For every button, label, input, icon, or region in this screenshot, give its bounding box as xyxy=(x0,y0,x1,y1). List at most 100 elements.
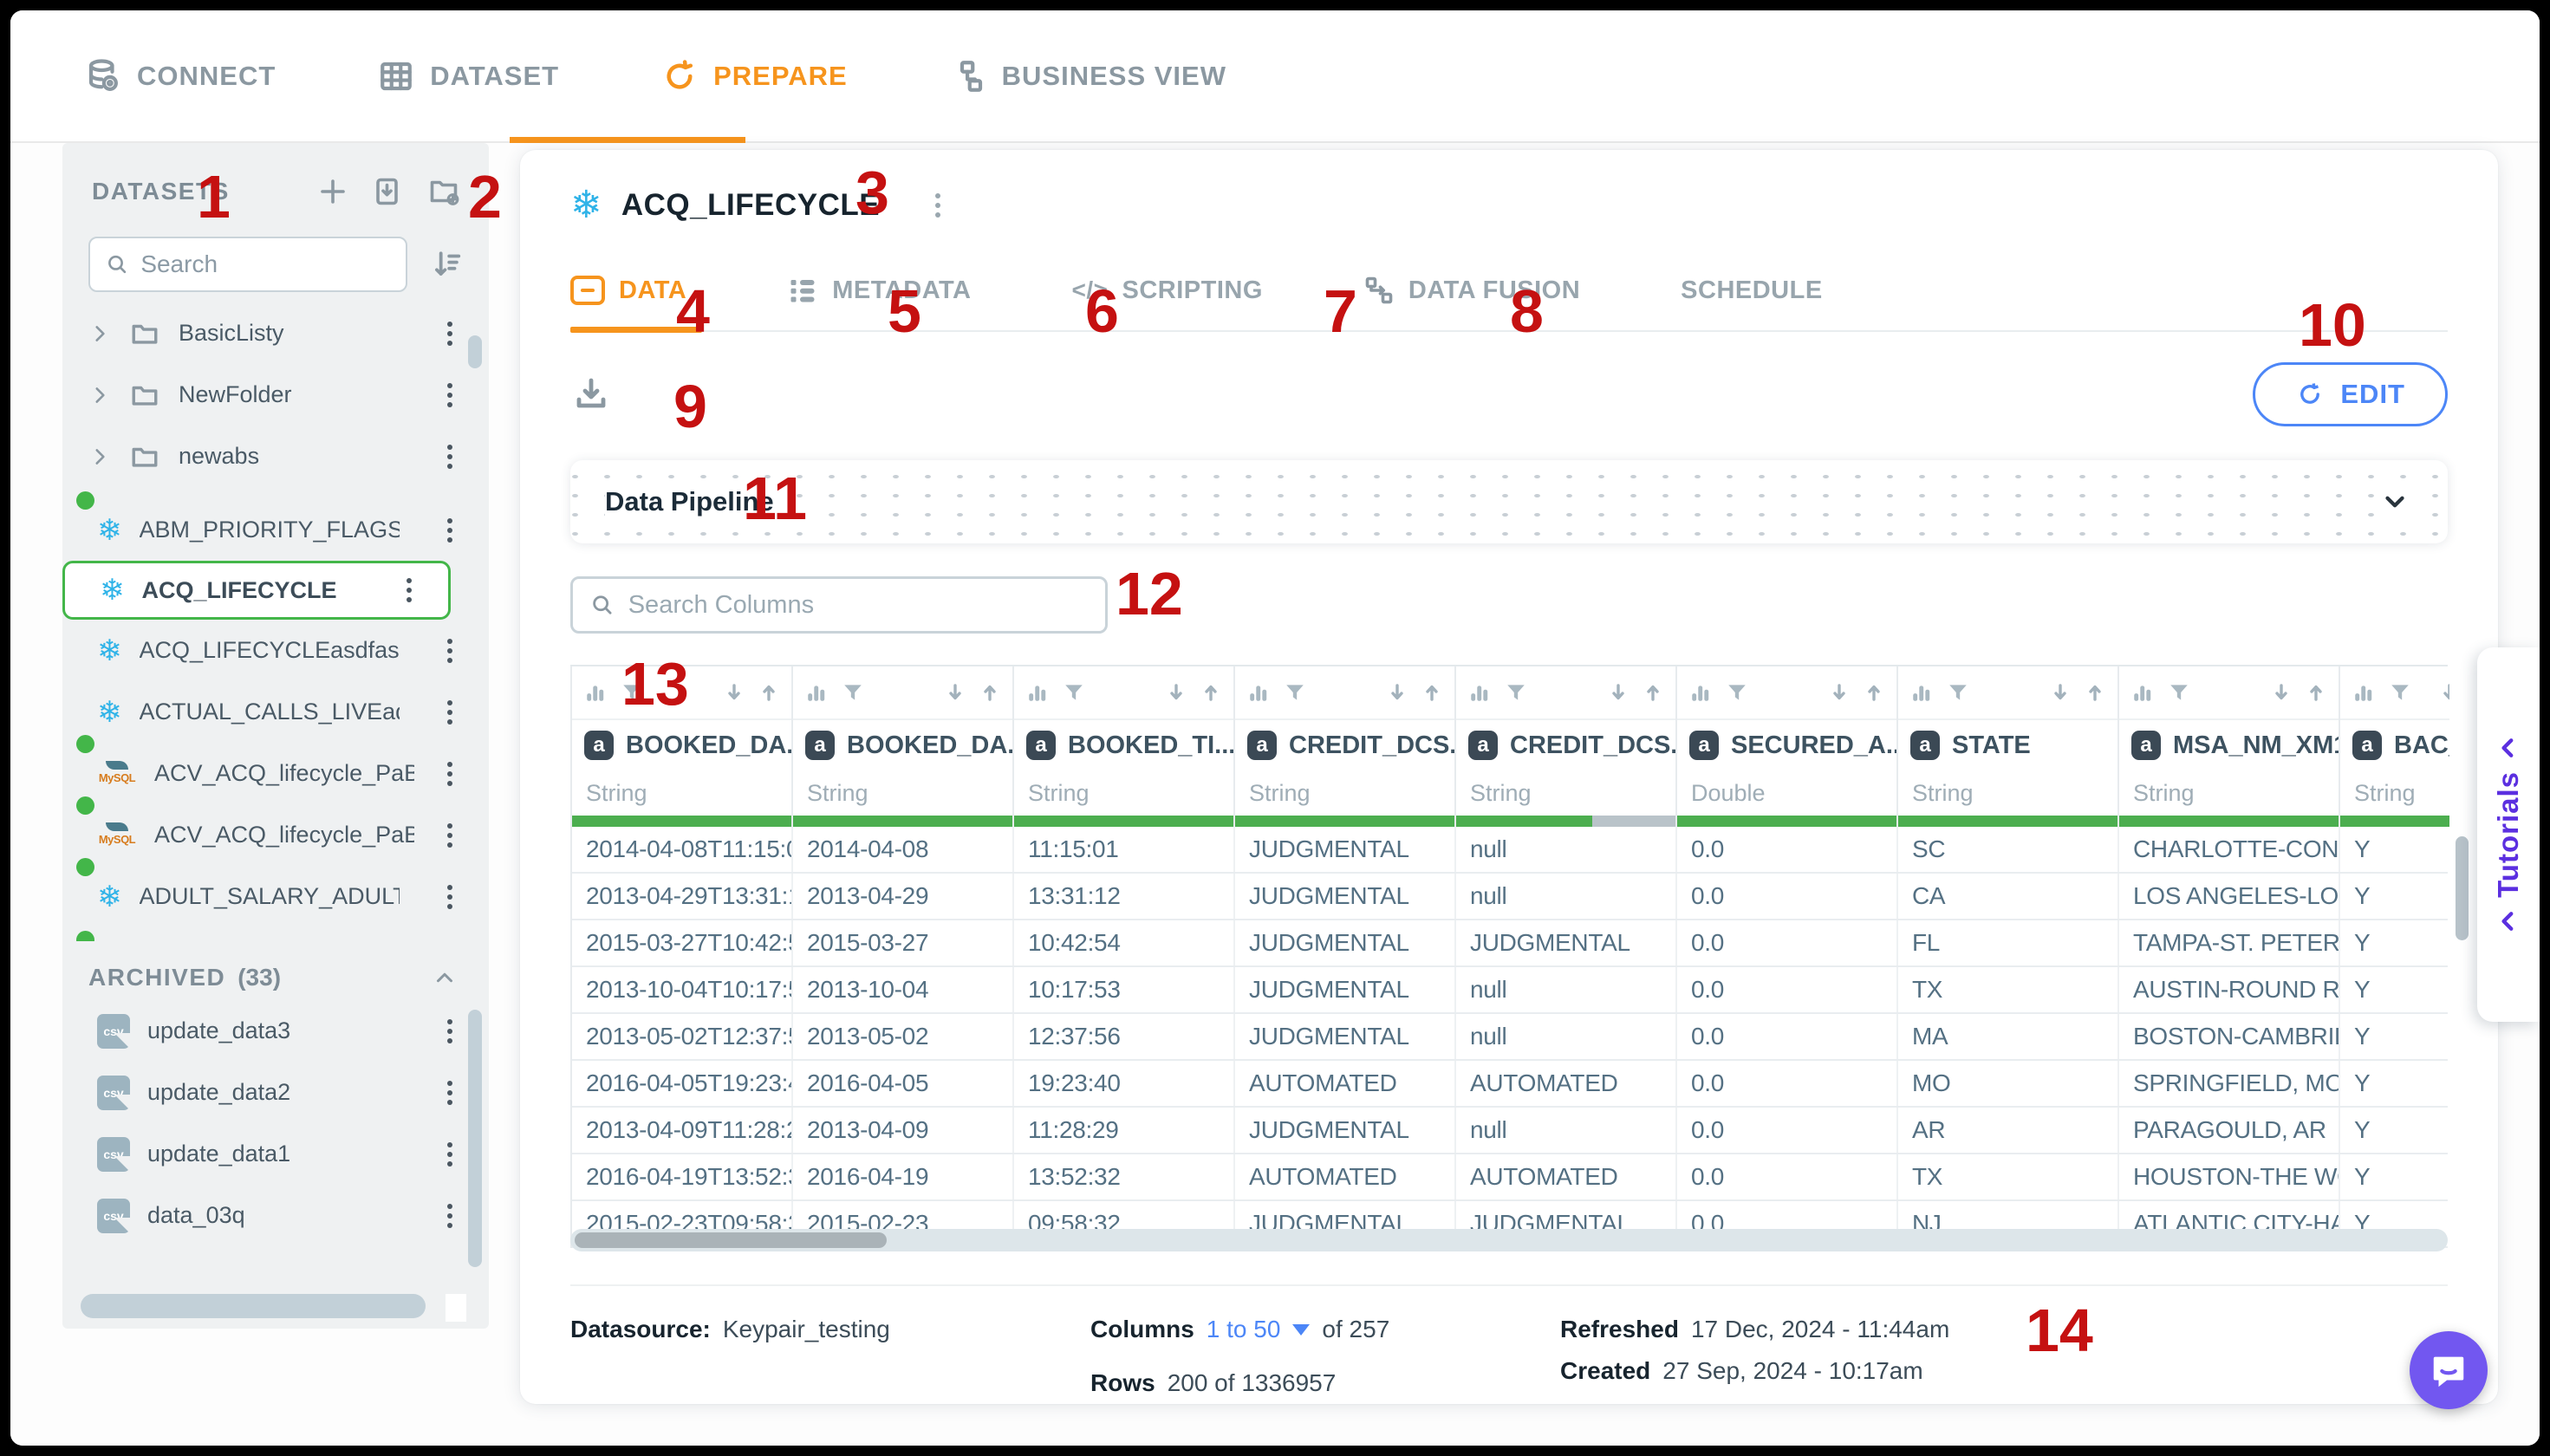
nav-prepare[interactable]: PREPARE xyxy=(661,58,848,94)
table-cell[interactable]: AUTOMATED xyxy=(1235,1154,1456,1199)
table-cell[interactable]: 10:17:53 xyxy=(1014,967,1235,1012)
search-columns-input[interactable] xyxy=(628,590,1088,620)
table-cell[interactable]: SC xyxy=(1898,827,2119,872)
sort-desc-icon[interactable] xyxy=(1608,682,1629,703)
column-chart-icon[interactable] xyxy=(584,681,607,704)
table-cell[interactable]: 2016-04-19 xyxy=(793,1154,1014,1199)
sort-asc-icon[interactable] xyxy=(979,682,1000,703)
sort-asc-icon[interactable] xyxy=(1864,682,1884,703)
filter-funnel-icon[interactable] xyxy=(2168,681,2190,704)
table-cell[interactable]: 0.0 xyxy=(1677,1154,1898,1199)
item-menu-kebab-icon[interactable] xyxy=(447,382,452,407)
sort-desc-icon[interactable] xyxy=(2439,682,2449,703)
table-cell[interactable]: MO xyxy=(1898,1061,2119,1106)
table-column-header[interactable]: a CREDIT_DCS... String xyxy=(1235,666,1456,827)
sidebar-dataset-acv-pabook1[interactable]: MySQL ACV_ACQ_lifecycle_PaBook1 xyxy=(62,735,489,804)
chat-support-button[interactable] xyxy=(2410,1331,2488,1409)
table-row[interactable]: 2015-03-27T10:42:54 2015-03-27 10:42:54 … xyxy=(572,920,2448,967)
item-menu-kebab-icon[interactable] xyxy=(447,1080,452,1105)
sidebar-dataset-acq-lifecycle[interactable]: ❄ ACQ_LIFECYCLE xyxy=(62,561,451,620)
table-cell[interactable]: null xyxy=(1456,1014,1677,1059)
table-cell[interactable]: 2013-04-09 xyxy=(793,1108,1014,1153)
table-cell[interactable]: TX xyxy=(1898,967,2119,1012)
table-cell[interactable]: JUDGMENTAL xyxy=(1235,967,1456,1012)
table-cell[interactable]: Y xyxy=(2354,976,2371,1003)
table-row[interactable]: 2013-04-09T11:28:29 2013-04-09 11:28:29 … xyxy=(572,1108,2448,1154)
sidebar-dataset-abm-priority[interactable]: ❄ ABM_PRIORITY_FLAGS_V_1_su xyxy=(62,491,489,561)
item-menu-kebab-icon[interactable] xyxy=(447,761,452,786)
column-chart-icon[interactable] xyxy=(1689,681,1712,704)
table-cell[interactable]: AUTOMATED xyxy=(1235,1061,1456,1106)
table-cell[interactable]: 2013-04-09T11:28:29 xyxy=(572,1108,793,1153)
table-cell[interactable]: Y xyxy=(2354,882,2371,909)
table-cell[interactable]: JUDGMENTAL xyxy=(1235,827,1456,872)
archived-section-header[interactable]: ARCHIVED (33) xyxy=(62,941,489,1000)
table-cell[interactable]: 2014-04-08 xyxy=(793,827,1014,872)
table-cell[interactable]: HOUSTON-THE WOOD xyxy=(2119,1154,2340,1199)
item-menu-kebab-icon[interactable] xyxy=(447,699,452,725)
sidebar-folder-basiclisty[interactable]: BasicListy xyxy=(62,302,489,364)
table-cell[interactable]: 2016-04-05 xyxy=(793,1061,1014,1106)
sidebar-dataset-acv-pabook2[interactable]: MySQL ACV_ACQ_lifecycle_PaBook2 xyxy=(62,796,489,866)
edit-button[interactable]: EDIT xyxy=(2253,362,2448,426)
table-cell[interactable]: 2013-05-02 xyxy=(793,1014,1014,1059)
column-chart-icon[interactable] xyxy=(2131,681,2154,704)
sidebar-horizontal-scrollbar[interactable] xyxy=(81,1294,426,1318)
table-row[interactable]: 2013-10-04T10:17:53 2013-10-04 10:17:53 … xyxy=(572,967,2448,1014)
table-cell[interactable]: 2013-10-04T10:17:53 xyxy=(572,967,793,1012)
column-quality-bar[interactable] xyxy=(1014,816,1233,827)
sort-asc-icon[interactable] xyxy=(1421,682,1442,703)
table-cell[interactable]: Y xyxy=(2354,1116,2371,1143)
filter-funnel-icon[interactable] xyxy=(842,681,864,704)
dataset-menu-kebab-icon[interactable] xyxy=(935,193,941,218)
tab-metadata[interactable]: METADATA xyxy=(787,275,971,306)
search-columns[interactable] xyxy=(570,576,1108,634)
nav-dataset[interactable]: DATASET xyxy=(378,58,559,94)
table-cell[interactable]: LOS ANGELES-LONG B xyxy=(2119,874,2340,919)
table-cell[interactable]: null xyxy=(1456,1108,1677,1153)
table-cell[interactable]: 2013-05-02T12:37:56 xyxy=(572,1014,793,1059)
table-cell[interactable]: Y xyxy=(2354,929,2371,956)
table-cell[interactable]: 2013-04-29 xyxy=(793,874,1014,919)
item-menu-kebab-icon[interactable] xyxy=(407,578,412,602)
table-cell[interactable]: 0.0 xyxy=(1677,827,1898,872)
chevron-down-icon[interactable] xyxy=(2380,487,2410,517)
column-chart-icon[interactable] xyxy=(1247,681,1270,704)
table-cell[interactable]: 19:23:40 xyxy=(1014,1061,1235,1106)
filter-funnel-icon[interactable] xyxy=(621,681,643,704)
table-column-header[interactable]: a BOOKED_TI... String xyxy=(1014,666,1235,827)
sort-desc-icon[interactable] xyxy=(1829,682,1850,703)
table-cell[interactable]: Y xyxy=(2354,1069,2371,1096)
sort-desc-icon[interactable] xyxy=(945,682,966,703)
table-cell[interactable]: MA xyxy=(1898,1014,2119,1059)
item-menu-kebab-icon[interactable] xyxy=(447,822,452,848)
sort-desc-icon[interactable] xyxy=(1166,682,1187,703)
table-cell[interactable]: 10:42:54 xyxy=(1014,920,1235,965)
archived-item-update-data3[interactable]: csv update_data3 xyxy=(62,1000,489,1062)
table-cell[interactable]: 13:31:12 xyxy=(1014,874,1235,919)
sort-list-icon[interactable] xyxy=(430,248,463,281)
sidebar-folder-newabs[interactable]: newabs xyxy=(62,426,489,487)
column-chart-icon[interactable] xyxy=(1468,681,1491,704)
archived-scrollbar-thumb[interactable] xyxy=(468,1010,482,1267)
data-pipeline-bar[interactable]: Data Pipeline xyxy=(570,460,2448,543)
table-cell[interactable]: 2015-03-27 xyxy=(793,920,1014,965)
table-cell[interactable]: null xyxy=(1456,827,1677,872)
sidebar-search-input[interactable] xyxy=(140,250,390,278)
table-cell[interactable]: CHARLOTTE-CONCORD xyxy=(2119,827,2340,872)
nav-business-view[interactable]: BUSINESS VIEW xyxy=(950,58,1226,94)
table-column-header[interactable]: a BOOKED_DA... String xyxy=(572,666,793,827)
table-cell[interactable]: 12:37:56 xyxy=(1014,1014,1235,1059)
table-cell[interactable]: PARAGOULD, AR xyxy=(2119,1108,2340,1153)
table-cell[interactable]: 2013-04-29T13:31:12 xyxy=(572,874,793,919)
filter-funnel-icon[interactable] xyxy=(1505,681,1527,704)
table-vertical-scrollbar[interactable] xyxy=(2456,836,2469,940)
table-cell[interactable]: 2013-10-04 xyxy=(793,967,1014,1012)
column-quality-bar[interactable] xyxy=(572,816,791,827)
column-chart-icon[interactable] xyxy=(805,681,828,704)
table-cell[interactable]: 0.0 xyxy=(1677,874,1898,919)
new-folder-icon[interactable] xyxy=(428,176,459,207)
sort-asc-icon[interactable] xyxy=(1643,682,1663,703)
column-quality-bar[interactable] xyxy=(1456,816,1675,827)
table-cell[interactable]: JUDGMENTAL xyxy=(1235,920,1456,965)
